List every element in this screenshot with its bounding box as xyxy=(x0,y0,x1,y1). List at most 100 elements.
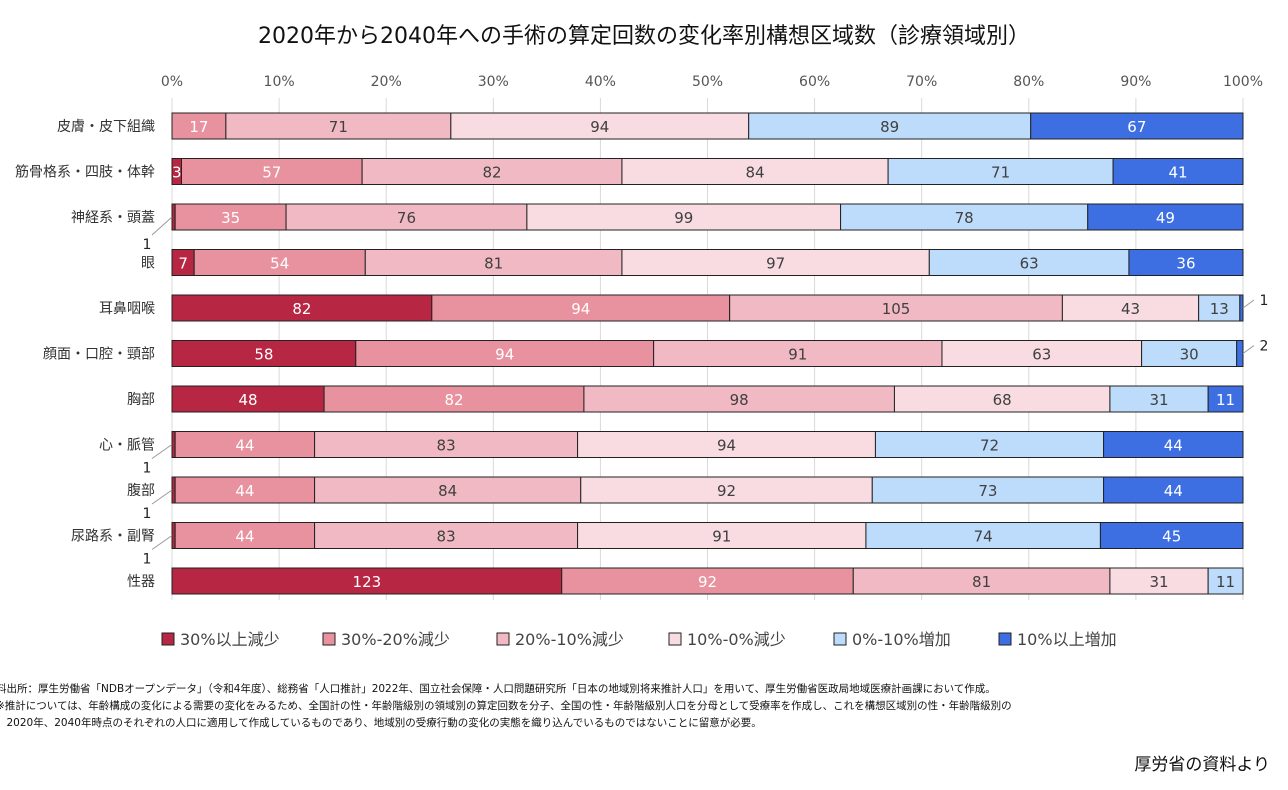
legend-swatch xyxy=(322,632,336,646)
data-label: 83 xyxy=(437,437,456,455)
bar-segment xyxy=(621,249,930,276)
data-label: 98 xyxy=(730,391,749,409)
data-label: 84 xyxy=(745,164,764,182)
bar-segment xyxy=(893,385,1111,413)
data-label: 71 xyxy=(329,118,348,136)
bar-segment xyxy=(1239,294,1244,322)
x-tick-label: 40% xyxy=(585,74,616,90)
bar-segment xyxy=(1030,112,1244,140)
data-label: 72 xyxy=(980,437,999,455)
data-label: 44 xyxy=(1164,482,1183,500)
legend-swatch xyxy=(833,632,847,646)
data-label: 84 xyxy=(438,482,457,500)
bar-segment xyxy=(1207,385,1244,413)
x-tick-label: 20% xyxy=(371,74,402,90)
data-label: 63 xyxy=(1032,346,1051,364)
bar-segment xyxy=(1198,294,1241,322)
x-tick-label: 90% xyxy=(1120,74,1151,90)
category-label: 筋骨格系・四肢・体幹 xyxy=(15,164,155,181)
data-label: 89 xyxy=(880,118,899,136)
data-label: 92 xyxy=(717,482,736,500)
x-tick-label: 70% xyxy=(906,74,937,90)
data-label: 91 xyxy=(712,528,731,546)
legend-swatch xyxy=(161,632,175,646)
data-label: 82 xyxy=(482,164,501,182)
data-label: 91 xyxy=(788,346,807,364)
legend-label: 10%-0%減少 xyxy=(687,630,786,649)
data-label: 54 xyxy=(270,255,289,273)
leader-line xyxy=(1242,299,1255,309)
leader-line xyxy=(151,535,173,550)
bar-segment xyxy=(174,431,316,458)
credit: 厚労省の資料より xyxy=(1134,755,1270,775)
bar-segment xyxy=(1103,476,1244,504)
bar-segment xyxy=(1207,567,1244,595)
data-label: 13 xyxy=(1210,300,1229,318)
bar-segment xyxy=(1103,431,1244,458)
data-label: 78 xyxy=(955,209,974,227)
legend-swatch xyxy=(668,632,682,646)
x-tick-label: 10% xyxy=(264,74,295,90)
legend-label: 30%以上減少 xyxy=(180,630,280,649)
bar-segment xyxy=(171,385,325,413)
data-label: 74 xyxy=(974,528,993,546)
category-label: 心・脈管 xyxy=(99,438,155,454)
bar-segment xyxy=(361,158,623,185)
data-label: 82 xyxy=(444,391,463,409)
leader-line xyxy=(151,216,173,236)
bar-segment xyxy=(450,112,750,140)
x-tick-label: 0% xyxy=(161,74,183,90)
bar-segment xyxy=(285,203,528,231)
bar-segment xyxy=(431,294,731,322)
data-label: 94 xyxy=(717,437,736,455)
data-label: 58 xyxy=(254,346,273,364)
bar-segment xyxy=(1087,203,1244,231)
category-label: 神経系・頭蓋 xyxy=(71,210,155,226)
data-label: 44 xyxy=(235,437,254,455)
bar-segment xyxy=(1099,522,1244,549)
bar-segment xyxy=(577,522,867,549)
data-label: 76 xyxy=(397,209,416,227)
data-label: 11 xyxy=(1216,391,1235,409)
leader-line xyxy=(151,444,173,459)
bar-segment xyxy=(1112,158,1244,185)
footnote-caveat: 2020年、2040年時点のそれぞれの人口に適用して作成しているものであり、地域… xyxy=(0,717,762,729)
bar-segment xyxy=(1109,385,1209,413)
category-label: 耳鼻咽喉 xyxy=(99,300,155,317)
bar-segment xyxy=(171,340,357,367)
bar-segment xyxy=(871,476,1105,504)
data-label: 3 xyxy=(172,164,182,182)
data-label: 31 xyxy=(1149,391,1168,409)
leader-line xyxy=(151,489,173,505)
bar-segment xyxy=(865,522,1101,549)
x-tick-label: 80% xyxy=(1013,74,1044,90)
data-label: 44 xyxy=(1164,437,1183,455)
chart-title: 2020年から2040年への手術の算定回数の変化率別構想区域数（診療領域別） xyxy=(258,24,1030,49)
data-label: 92 xyxy=(698,573,717,591)
category-label: 顔面・口腔・頸部 xyxy=(43,347,155,363)
x-tick-label: 50% xyxy=(692,74,723,90)
data-label: 81 xyxy=(972,573,991,591)
data-label: 17 xyxy=(189,118,208,136)
bar-segment xyxy=(874,431,1105,458)
data-label: 67 xyxy=(1127,118,1146,136)
data-label: 36 xyxy=(1176,255,1195,273)
bar-segment xyxy=(561,567,854,595)
data-label: 68 xyxy=(993,391,1012,409)
bar-segment xyxy=(941,340,1143,367)
data-label: 105 xyxy=(882,300,911,318)
bar-segment xyxy=(577,431,876,458)
bar-segment xyxy=(364,249,623,276)
data-label: 94 xyxy=(495,346,514,364)
data-label: 43 xyxy=(1121,300,1140,318)
bar-segment xyxy=(1128,249,1244,276)
data-label: 81 xyxy=(484,255,503,273)
data-label: 48 xyxy=(239,391,258,409)
x-tick-label: 100% xyxy=(1223,74,1263,90)
data-label: 82 xyxy=(292,300,311,318)
bar-segment xyxy=(171,294,433,322)
data-label: 1 xyxy=(143,506,152,522)
bar-segment xyxy=(840,203,1089,231)
x-tick-label: 60% xyxy=(799,74,830,90)
data-label: 2 xyxy=(1260,339,1269,355)
